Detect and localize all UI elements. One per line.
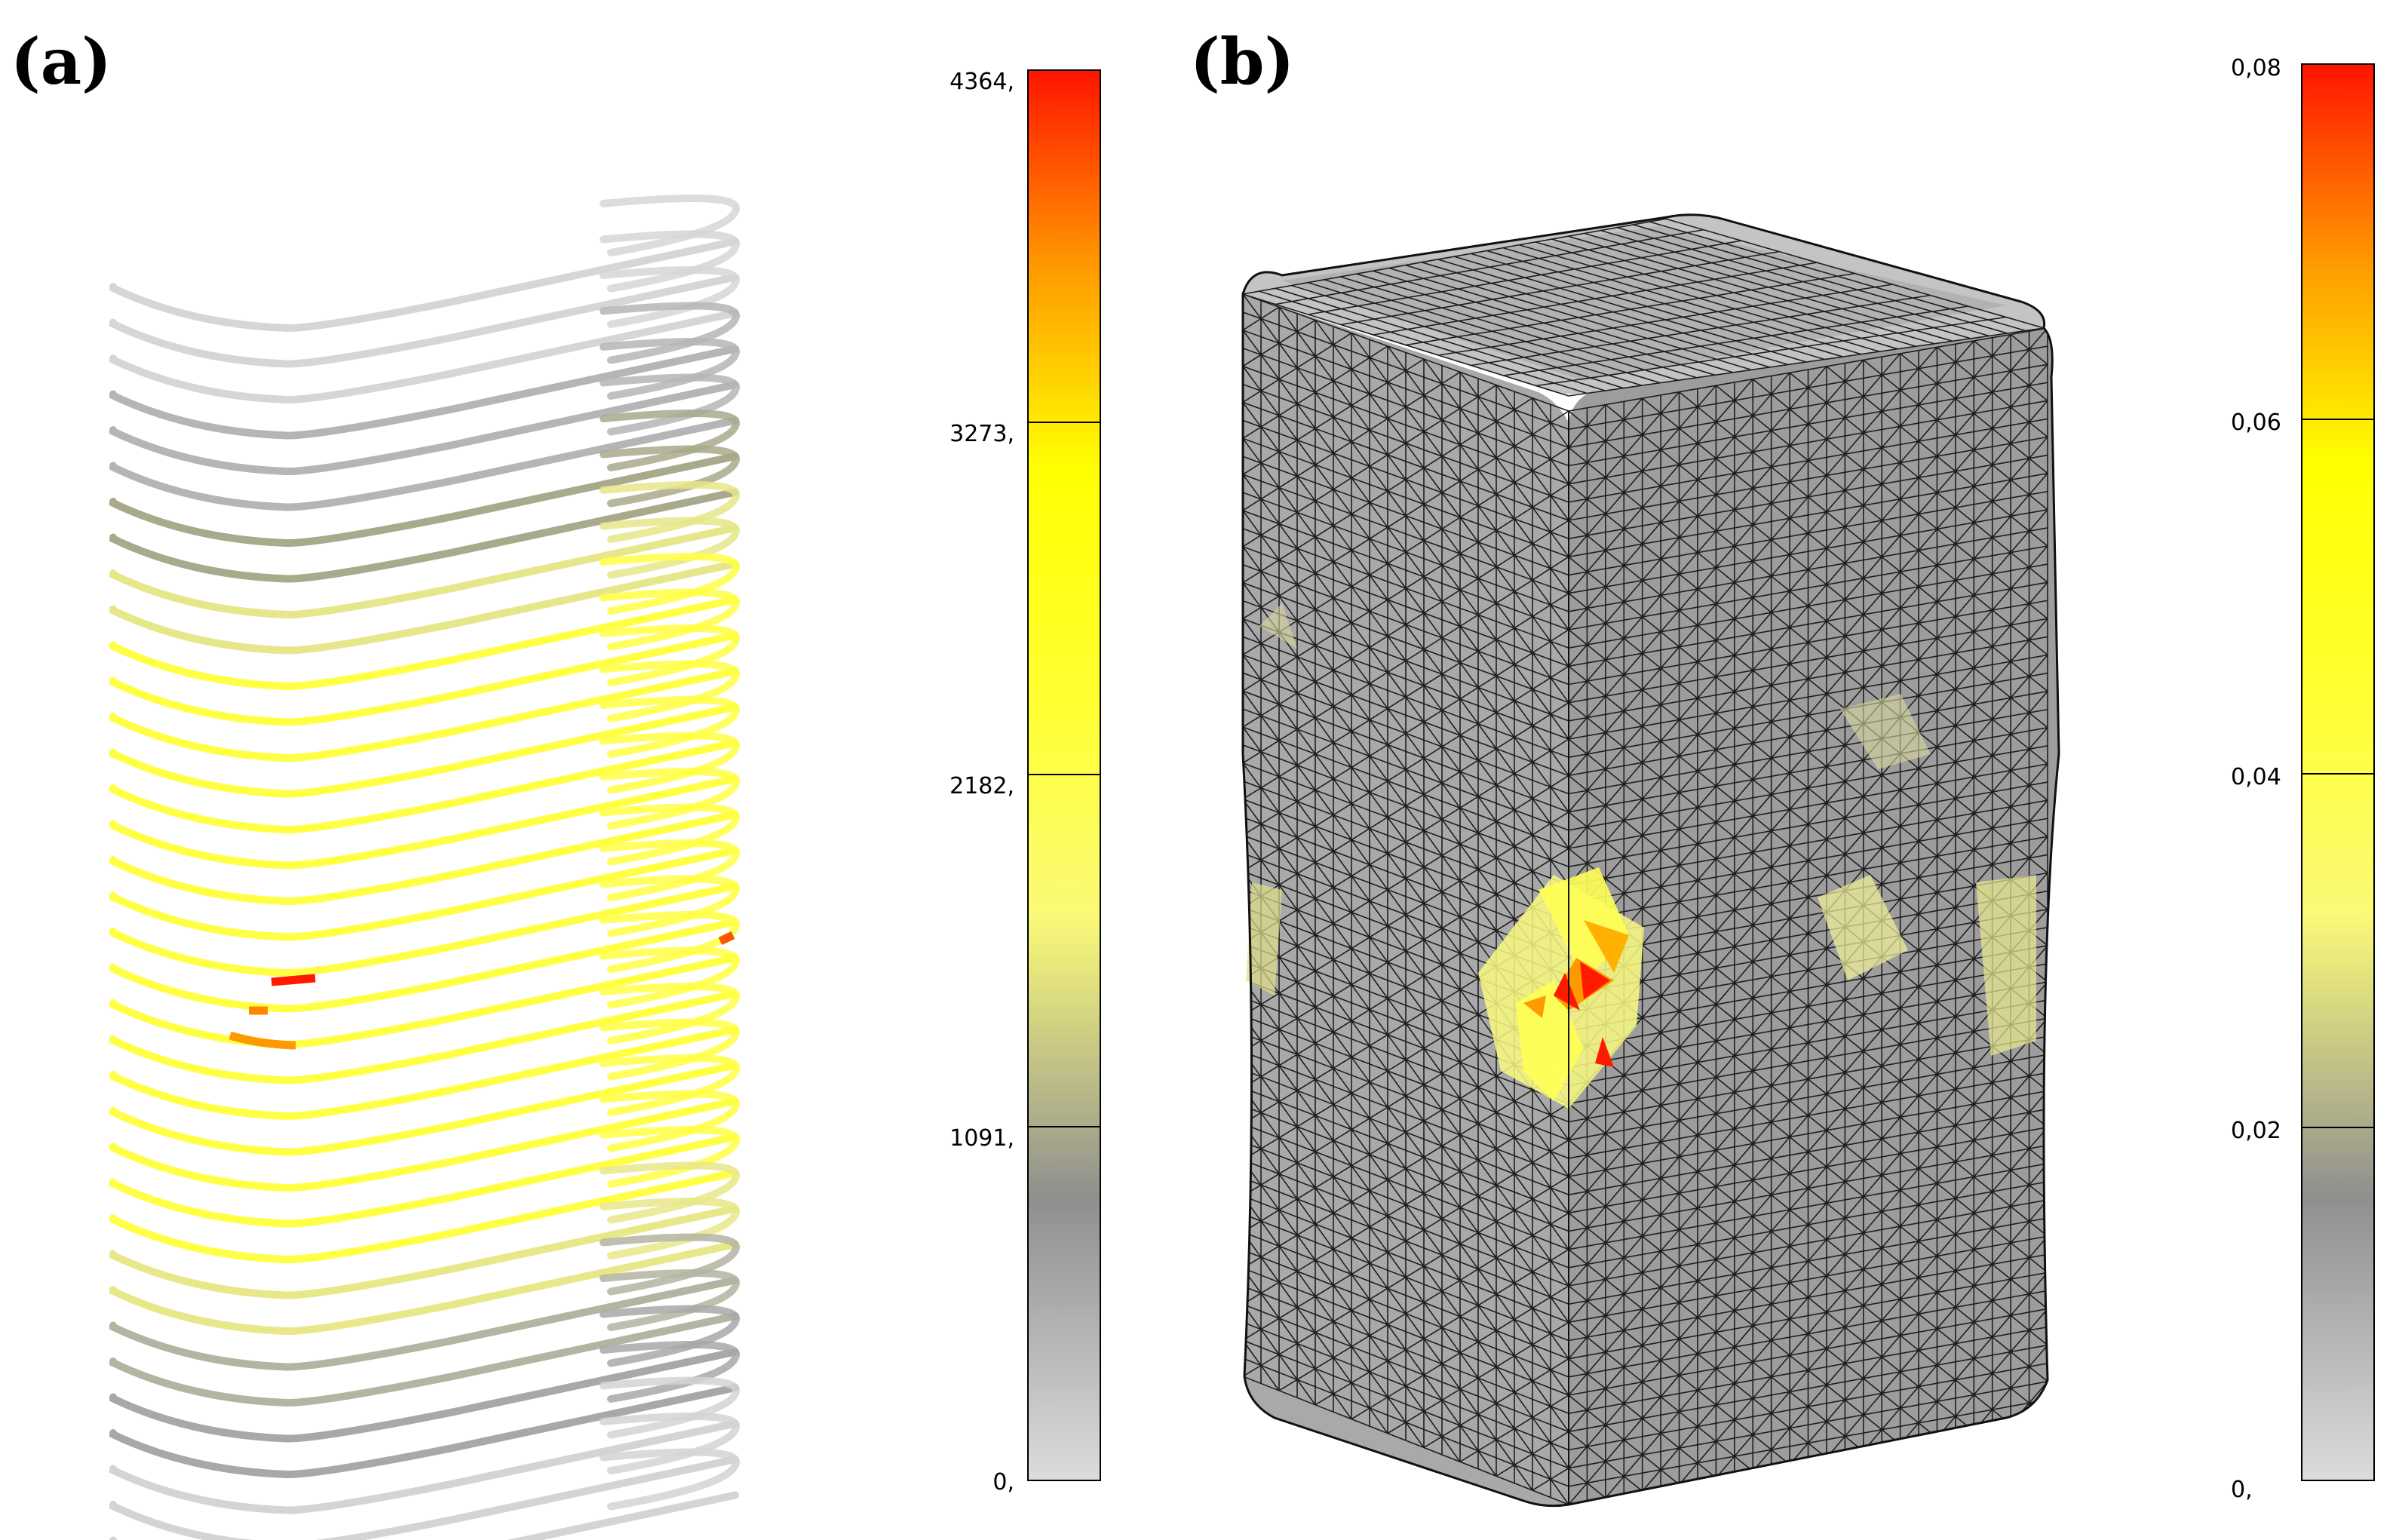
- colorbar-b-tick-1: 0,06: [2231, 410, 2281, 436]
- spiral-ring: [109, 1197, 740, 1336]
- spiral-ring: [109, 1090, 740, 1228]
- spiral-ring: [109, 517, 740, 655]
- spiral-ring: [109, 1448, 740, 1540]
- colorbar-a-tick-2: 2182,: [950, 773, 1014, 799]
- spiral-ring: [109, 445, 740, 583]
- column-right-face: [1569, 328, 2059, 1505]
- spiral-ring: [109, 660, 740, 798]
- spiral-hotspot: [271, 974, 316, 986]
- colorbar-b-tick-3: 0,02: [2231, 1118, 2281, 1144]
- spiral-ring: [109, 1376, 740, 1514]
- spiral-ring: [109, 337, 740, 476]
- spiral-ring: [109, 1125, 740, 1264]
- spiral-ring: [109, 803, 740, 941]
- spiral-ring: [109, 230, 740, 368]
- spiral-ring: [109, 1161, 740, 1299]
- spiral-ring: [109, 1340, 740, 1479]
- spiral-ring: [109, 875, 740, 1013]
- spiral-reinforcement-diagram: [109, 194, 740, 1540]
- spiral-ring: [109, 409, 740, 548]
- colorbar-a-tick-4: 0,: [992, 1469, 1014, 1496]
- spiral-ring: [109, 695, 740, 834]
- spiral-ring: [109, 946, 740, 1084]
- colorbar-b: 0,08 0,06 0,04 0,02 0,: [2231, 55, 2375, 1503]
- strain-hotspots: [1246, 603, 2036, 1109]
- spiral-ring: [109, 1305, 740, 1443]
- spiral-ring: [109, 552, 740, 691]
- colorbar-a-tick-1: 3273,: [950, 421, 1014, 447]
- colorbar-a-tick-3: 1091,: [950, 1125, 1014, 1152]
- spiral-ring: [109, 767, 740, 906]
- spiral-ring: [109, 1233, 740, 1371]
- meshed-column-diagram: [1241, 213, 2060, 1508]
- colorbar-b-tick-0: 0,08: [2231, 55, 2281, 81]
- spiral-ring: [109, 480, 740, 619]
- spiral-hotspot: [718, 931, 735, 945]
- spiral-ring: [109, 588, 740, 726]
- spiral-ring: [109, 732, 740, 870]
- column-outline: [1241, 213, 2060, 1508]
- spiral-ring: [109, 982, 740, 1121]
- spiral-ring: [109, 373, 740, 511]
- colorbar-b-tick-4: 0,: [2231, 1477, 2253, 1503]
- spiral-ring: [109, 1018, 740, 1156]
- colorbar-a-tick-0: 4364,: [950, 69, 1014, 95]
- spiral-ring: [109, 624, 740, 762]
- panel-b-label: (b): [1190, 24, 1295, 99]
- panel-a-label: (a): [11, 24, 112, 99]
- colorbar-a: 4364, 3273, 2182, 1091, 0,: [950, 69, 1101, 1496]
- spiral-hotspot: [229, 1031, 296, 1050]
- colorbar-b-tick-2: 0,04: [2231, 764, 2281, 790]
- spiral-ring: [109, 839, 740, 977]
- spiral-ring: [109, 1269, 740, 1407]
- spiral-ring: [109, 194, 740, 333]
- spiral-ring: [109, 302, 740, 440]
- spiral-ring: [109, 265, 740, 404]
- spiral-ring: [109, 1412, 740, 1540]
- spiral-ring: [109, 1054, 740, 1192]
